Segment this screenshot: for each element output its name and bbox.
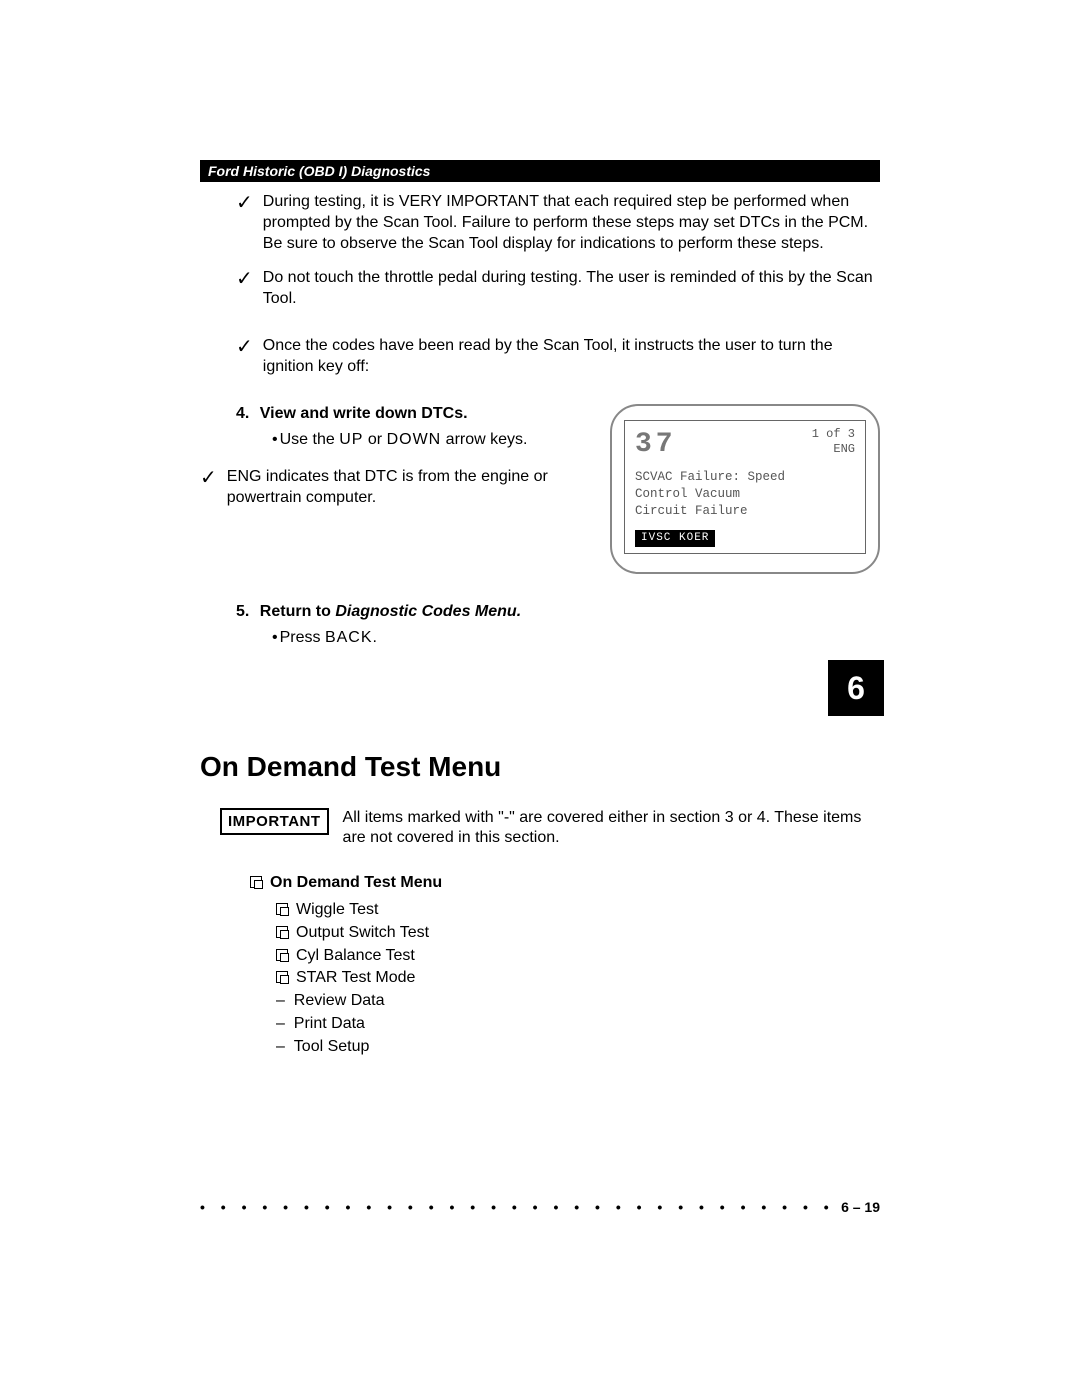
checkmark-icon: ✓	[236, 192, 253, 254]
step-number: 5.	[236, 603, 249, 620]
menu-dash-item: – Tool Setup	[250, 1037, 880, 1058]
menu-dash-item: – Print Data	[250, 1014, 880, 1035]
step-title-italic: Diagnostic Codes Menu.	[335, 603, 521, 620]
key-up: UP	[339, 431, 363, 448]
scan-tool-screen: 37 1 of 3 ENG SCVAC Failure: Speed Contr…	[610, 404, 880, 574]
box-bullet-icon	[250, 876, 262, 888]
box-bullet-icon	[276, 971, 288, 983]
menu-item-label: STAR Test Mode	[296, 969, 415, 986]
menu-item: Output Switch Test	[250, 923, 880, 944]
box-bullet-icon	[276, 926, 288, 938]
menu-item: Cyl Balance Test	[250, 946, 880, 967]
checkmark-icon: ✓	[200, 467, 217, 509]
step5-bullet: •Press BACK.	[200, 628, 880, 649]
screen-line: Control Vacuum	[635, 486, 855, 503]
important-row: IMPORTANT All items marked with "-" are …	[200, 808, 880, 850]
important-text: All items marked with "-" are covered ei…	[343, 808, 880, 850]
check-text: Once the codes have been read by the Sca…	[263, 336, 880, 378]
page-number: 6 – 19	[833, 1198, 880, 1216]
check-item: ✓ Do not touch the throttle pedal during…	[200, 268, 880, 310]
bullet-prefix: Press	[280, 629, 325, 646]
menu-item: Wiggle Test	[250, 900, 880, 921]
check-item: ✓ During testing, it is VERY IMPORTANT t…	[200, 192, 880, 254]
screen-top-right: 1 of 3 ENG	[812, 427, 855, 458]
eng-note-row: ✓ ENG indicates that DTC is from the eng…	[200, 467, 596, 509]
check-text: Do not touch the throttle pedal during t…	[263, 268, 880, 310]
screen-lcd: 37 1 of 3 ENG SCVAC Failure: Speed Contr…	[624, 420, 866, 554]
dtc-tag: ENG	[812, 442, 855, 458]
bullet-dot: •	[272, 431, 278, 448]
chapter-tab: 6	[828, 660, 884, 716]
menu-item-label: Output Switch Test	[296, 924, 429, 941]
content-block: ✓ During testing, it is VERY IMPORTANT t…	[200, 182, 880, 1216]
bullet-suffix: arrow keys.	[441, 431, 527, 448]
bullet-dot: •	[272, 629, 278, 646]
box-bullet-icon	[276, 903, 288, 915]
page-container: Ford Historic (OBD I) Diagnostics ✓ Duri…	[200, 160, 880, 1216]
menu-item-label: Tool Setup	[294, 1038, 370, 1055]
step4-row: 4. View and write down DTCs. •Use the UP…	[200, 404, 880, 574]
bullet-suffix: .	[373, 629, 377, 646]
footer: • • • • • • • • • • • • • • • • • • • • …	[200, 1198, 880, 1216]
menu-item: STAR Test Mode	[250, 968, 880, 989]
menu-item-label: Review Data	[294, 992, 385, 1009]
step4-left: 4. View and write down DTCs. •Use the UP…	[200, 404, 596, 574]
important-label: IMPORTANT	[220, 808, 329, 836]
screen-mode-label: IVSC KOER	[635, 530, 715, 546]
bullet-prefix: Use the	[280, 431, 340, 448]
section-heading: On Demand Test Menu	[200, 749, 880, 785]
menu-item-label: Wiggle Test	[296, 901, 378, 918]
check-text: During testing, it is VERY IMPORTANT tha…	[263, 192, 880, 254]
dtc-code: 37	[635, 427, 677, 463]
step5-heading: 5. Return to Diagnostic Codes Menu.	[200, 602, 880, 623]
step-title-plain: Return to	[260, 603, 336, 620]
screen-top-row: 37 1 of 3 ENG	[635, 427, 855, 463]
bullet-mid: or	[363, 431, 386, 448]
step-number: 4.	[236, 405, 249, 422]
chapter-number: 6	[847, 670, 865, 707]
key-down: DOWN	[387, 431, 442, 448]
header-title: Ford Historic (OBD I) Diagnostics	[208, 163, 430, 179]
screen-line: Circuit Failure	[635, 503, 855, 520]
menu-item-label: Print Data	[294, 1015, 365, 1032]
screen-description: SCVAC Failure: Speed Control Vacuum Circ…	[635, 469, 855, 520]
menu-title-row: On Demand Test Menu	[250, 873, 880, 894]
dtc-counter: 1 of 3	[812, 427, 855, 443]
step-title: View and write down DTCs.	[260, 405, 468, 422]
header-bar: Ford Historic (OBD I) Diagnostics	[200, 160, 880, 182]
check-item: ✓ Once the codes have been read by the S…	[200, 336, 880, 378]
key-back: BACK	[325, 629, 373, 646]
step4-bullet: •Use the UP or DOWN arrow keys.	[200, 430, 596, 451]
eng-note: ENG indicates that DTC is from the engin…	[227, 467, 596, 509]
checkmark-icon: ✓	[236, 336, 253, 378]
screen-bezel: 37 1 of 3 ENG SCVAC Failure: Speed Contr…	[610, 404, 880, 574]
menu-dash-item: – Review Data	[250, 991, 880, 1012]
box-bullet-icon	[276, 949, 288, 961]
screen-line: SCVAC Failure: Speed	[635, 469, 855, 486]
menu-item-label: Cyl Balance Test	[296, 947, 415, 964]
menu-block: On Demand Test Menu Wiggle Test Output S…	[200, 873, 880, 1057]
checkmark-icon: ✓	[236, 268, 253, 310]
menu-title: On Demand Test Menu	[270, 874, 442, 891]
footer-dots: • • • • • • • • • • • • • • • • • • • • …	[200, 1198, 833, 1216]
step4-heading: 4. View and write down DTCs.	[200, 404, 596, 425]
